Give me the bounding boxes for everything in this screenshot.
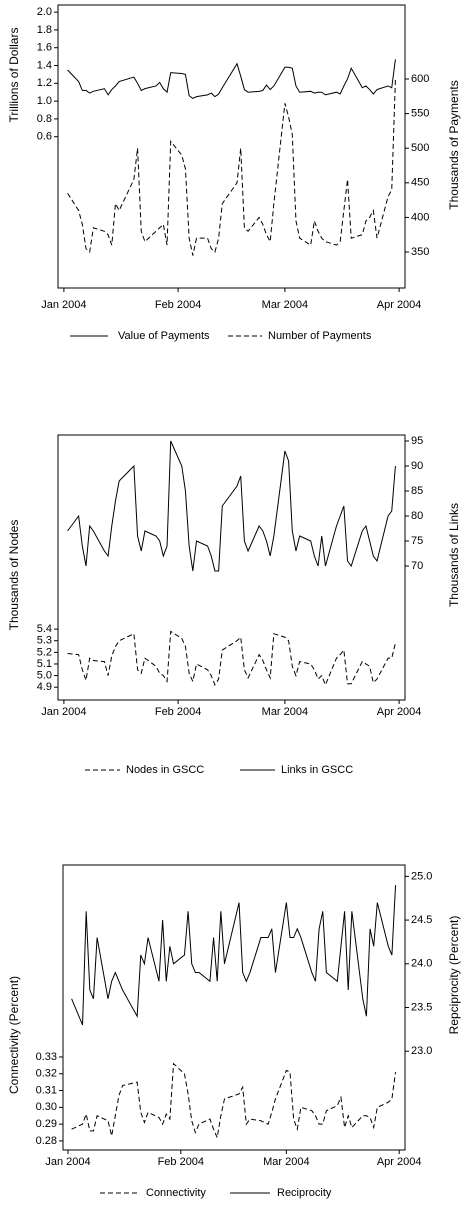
series-line <box>71 1062 397 1140</box>
series-line <box>67 59 396 100</box>
y2-tick-label: 400 <box>411 211 429 223</box>
series-line <box>71 885 397 1026</box>
plot-frame <box>57 434 406 701</box>
y-tick-label: 1.4 <box>37 59 52 71</box>
y2-tick-label: 95 <box>411 435 423 447</box>
x-tick-label: Jan 2004 <box>41 706 86 718</box>
x-tick-label: Feb 2004 <box>155 706 201 718</box>
y2-tick-label: 90 <box>411 460 423 472</box>
y2-axis-label: Thousands of Payments <box>447 80 461 209</box>
legend-label: Reciprocity <box>277 1187 332 1199</box>
plot-frame <box>62 864 406 1151</box>
y-tick-label: 0.6 <box>37 131 52 143</box>
y2-axis-label: Repciprocity (Percent) <box>447 916 461 1035</box>
y2-tick-label: 350 <box>411 246 429 258</box>
x-tick-label: Mar 2004 <box>263 1156 309 1168</box>
series-line <box>67 79 396 256</box>
y-tick-label: 5.3 <box>37 635 52 647</box>
series-line <box>67 440 396 572</box>
y2-axis-label: Thousands of Links <box>447 503 461 607</box>
y-tick-label: 1.0 <box>37 95 52 107</box>
y-tick-label: 1.8 <box>37 24 52 36</box>
x-tick-label: Apr 2004 <box>377 706 422 718</box>
y-tick-label: 0.8 <box>37 113 52 125</box>
y-axis-label: Connectivity (Percent) <box>7 976 21 1094</box>
y2-tick-label: 23.0 <box>411 1045 432 1057</box>
y2-tick-label: 75 <box>411 535 423 547</box>
y-tick-label: 5.0 <box>37 669 52 681</box>
x-tick-label: Apr 2004 <box>377 299 422 311</box>
y-tick-label: 0.33 <box>36 1051 57 1063</box>
x-tick-label: Feb 2004 <box>155 299 201 311</box>
series-line <box>67 630 396 687</box>
plot-frame <box>57 4 406 289</box>
x-tick-label: Mar 2004 <box>262 706 308 718</box>
y2-tick-label: 600 <box>411 73 429 85</box>
y-tick-label: 4.9 <box>37 681 52 693</box>
legend-label: Number of Payments <box>268 330 372 342</box>
y-tick-label: 5.2 <box>37 646 52 658</box>
y2-tick-label: 80 <box>411 510 423 522</box>
y-tick-label: 5.4 <box>37 623 52 635</box>
y-tick-label: 1.6 <box>37 42 52 54</box>
y2-tick-label: 25.0 <box>411 870 432 882</box>
y2-tick-label: 500 <box>411 142 429 154</box>
y-tick-label: 0.28 <box>36 1135 57 1147</box>
legend-label: Value of Payments <box>118 330 210 342</box>
y-tick-label: 0.29 <box>36 1118 57 1130</box>
y-tick-label: 2.0 <box>37 6 52 18</box>
y2-tick-label: 550 <box>411 108 429 120</box>
legend-label: Links in GSCC <box>281 764 353 776</box>
y2-tick-label: 24.0 <box>411 958 432 970</box>
y-tick-label: 0.32 <box>36 1068 57 1080</box>
y-tick-label: 0.30 <box>36 1101 57 1113</box>
x-tick-label: Jan 2004 <box>45 1156 90 1168</box>
y-axis-label: Thousands of Nodes <box>7 520 21 631</box>
y-tick-label: 1.2 <box>37 77 52 89</box>
y2-tick-label: 24.5 <box>411 914 432 926</box>
x-tick-label: Jan 2004 <box>41 299 86 311</box>
y2-tick-label: 23.5 <box>411 1001 432 1013</box>
y2-tick-label: 450 <box>411 177 429 189</box>
legend-label: Nodes in GSCC <box>126 764 204 776</box>
y-tick-label: 5.1 <box>37 658 52 670</box>
y2-tick-label: 85 <box>411 485 423 497</box>
x-tick-label: Apr 2004 <box>377 1156 422 1168</box>
legend-label: Connectivity <box>146 1187 206 1199</box>
x-tick-label: Mar 2004 <box>262 299 308 311</box>
y-tick-label: 0.31 <box>36 1084 57 1096</box>
y-axis-label: Trillions of Dollars <box>7 28 21 123</box>
y2-tick-label: 70 <box>411 560 423 572</box>
x-tick-label: Feb 2004 <box>158 1156 204 1168</box>
